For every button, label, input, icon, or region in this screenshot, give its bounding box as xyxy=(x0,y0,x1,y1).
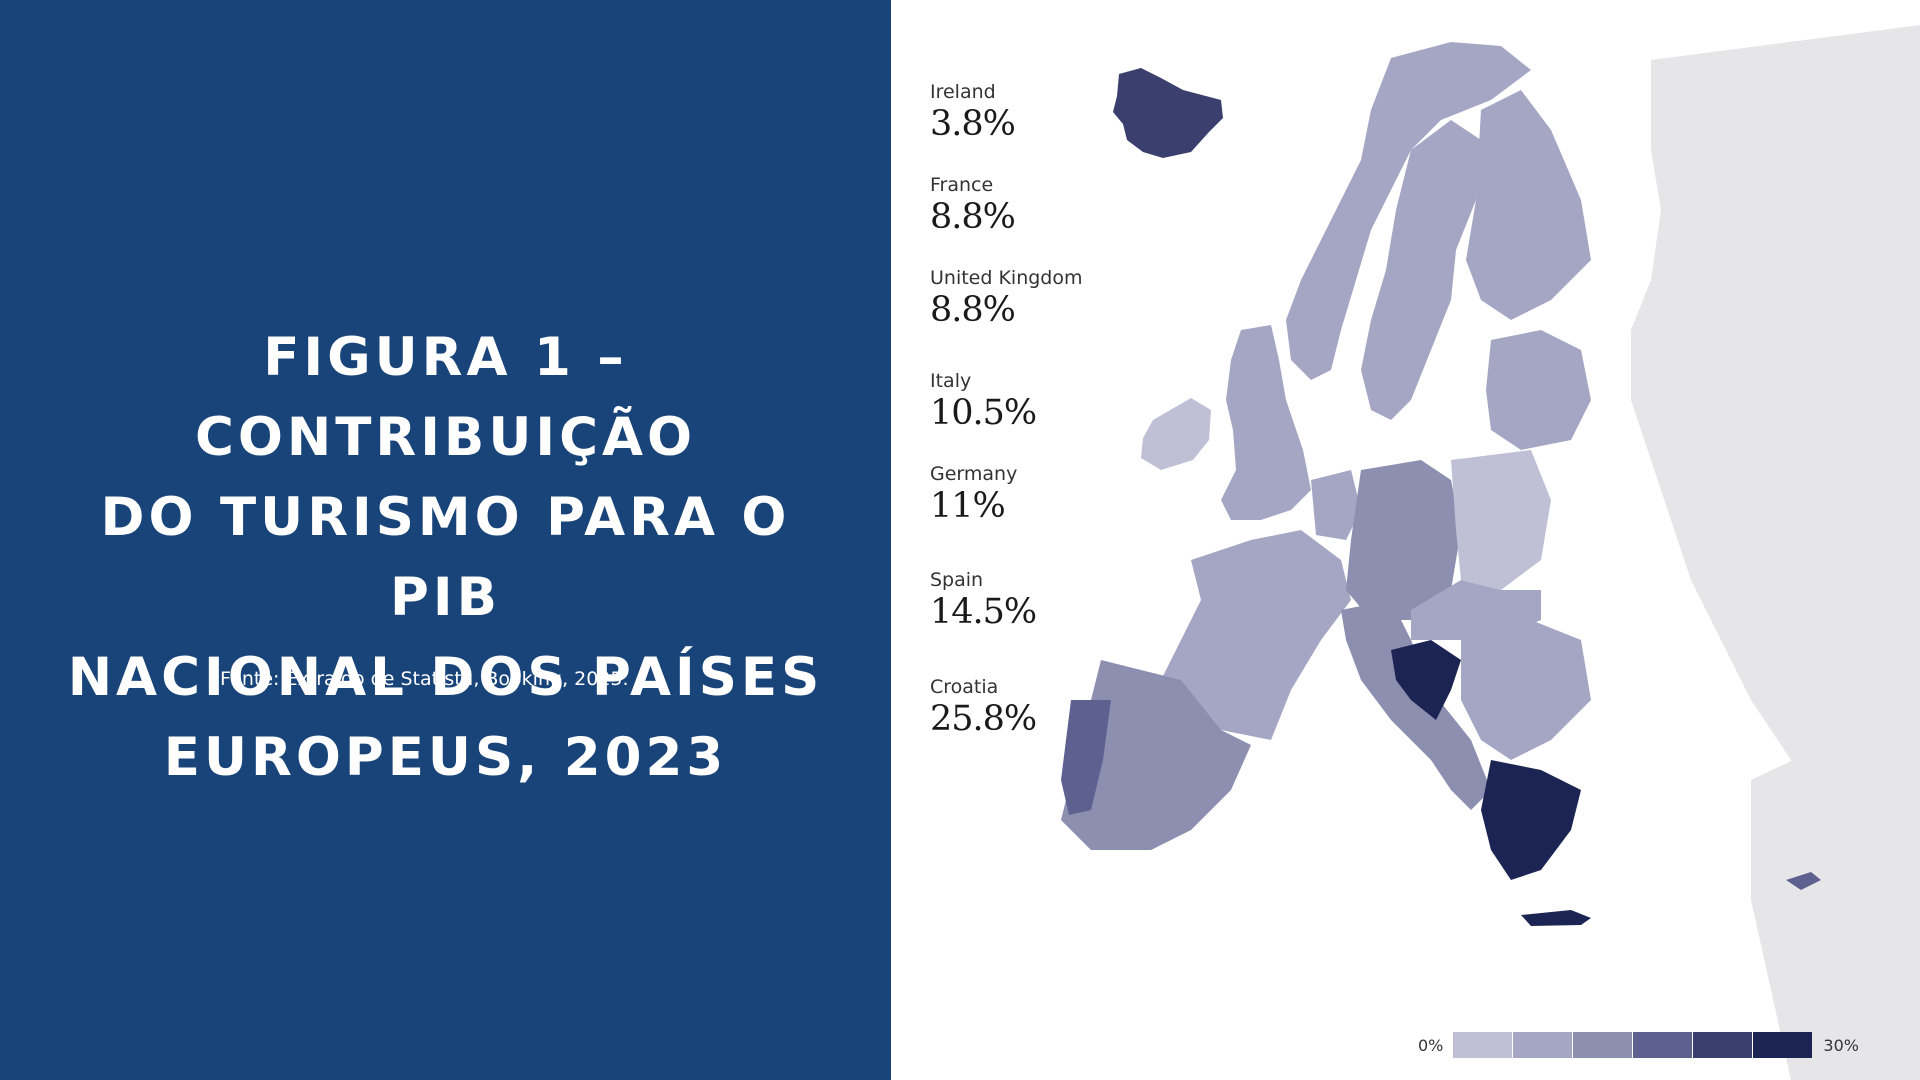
source-caption: Fonte: Extraído de Statista, Booking, 20… xyxy=(220,668,629,690)
legend-swatch-1 xyxy=(1453,1032,1513,1058)
map-region-croatia xyxy=(1391,640,1461,720)
title-line-1: FIGURA 1 – CONTRIBUIÇÃO xyxy=(194,327,697,468)
legend-swatch-4 xyxy=(1633,1032,1693,1058)
title-line-2: DO TURISMO PARA O PIB xyxy=(100,487,791,628)
country-name: Croatia xyxy=(930,676,999,698)
map-region-norway xyxy=(1286,42,1531,380)
legend-max-label: 30% xyxy=(1823,1035,1859,1055)
europe-map-panel xyxy=(891,0,1920,1080)
map-region-greece xyxy=(1481,760,1581,880)
legend-swatches xyxy=(1453,1032,1813,1058)
country-name: France xyxy=(930,174,994,196)
color-scale-legend: 0% 30% xyxy=(1418,1031,1859,1059)
country-name: Germany xyxy=(930,463,1018,485)
europe-map xyxy=(1061,25,1920,1080)
title-line-3: NACIONAL DOS PAÍSES xyxy=(67,647,824,708)
legend-swatch-3 xyxy=(1573,1032,1633,1058)
legend-swatch-2 xyxy=(1513,1032,1573,1058)
label-croatia: Croatia 25.8% xyxy=(930,675,1190,739)
map-region-cyprus xyxy=(1786,872,1821,890)
legend-swatch-5 xyxy=(1693,1032,1753,1058)
legend-swatch-6 xyxy=(1753,1032,1813,1058)
label-united-kingdom: United Kingdom 8.8% xyxy=(930,266,1190,330)
label-germany: Germany 11% xyxy=(930,462,1190,526)
country-value: 8.8% xyxy=(930,290,1016,330)
country-name: Ireland xyxy=(930,81,996,103)
label-ireland: Ireland 3.8% xyxy=(930,80,1190,144)
map-region-baltics xyxy=(1486,330,1591,450)
map-region-benelux xyxy=(1311,470,1361,540)
label-france: France 8.8% xyxy=(930,173,1190,237)
country-value: 25.8% xyxy=(930,699,1037,739)
map-region-italy xyxy=(1341,600,1491,810)
map-region-sweden xyxy=(1361,120,1481,420)
country-value: 11% xyxy=(930,486,1006,526)
map-region-france xyxy=(1161,530,1351,740)
map-region-iceland xyxy=(1113,68,1223,158)
label-italy: Italy 10.5% xyxy=(930,369,1190,433)
country-value: 10.5% xyxy=(930,393,1037,433)
map-region-portugal xyxy=(1061,700,1111,815)
country-name: Italy xyxy=(930,370,972,392)
title-line-4: EUROPEUS, 2023 xyxy=(163,727,728,788)
country-name: United Kingdom xyxy=(930,267,1083,289)
map-region-crete xyxy=(1521,910,1591,926)
country-name: Spain xyxy=(930,569,984,591)
figure-title: FIGURA 1 – CONTRIBUIÇÃO DO TURISMO PARA … xyxy=(40,318,851,798)
map-region-poland xyxy=(1451,450,1551,590)
map-region-united-kingdom xyxy=(1221,325,1311,520)
country-value: 8.8% xyxy=(930,197,1016,237)
map-region-central-europe xyxy=(1411,580,1541,640)
map-region-germany xyxy=(1346,460,1461,620)
map-region-balkans xyxy=(1461,620,1591,760)
non-data-land-east xyxy=(1631,25,1920,880)
label-spain: Spain 14.5% xyxy=(930,568,1190,632)
legend-min-label: 0% xyxy=(1418,1035,1444,1055)
country-value: 14.5% xyxy=(930,592,1037,632)
title-panel: FIGURA 1 – CONTRIBUIÇÃO DO TURISMO PARA … xyxy=(0,0,891,1080)
country-value: 3.8% xyxy=(930,104,1016,144)
map-region-ireland xyxy=(1141,398,1211,470)
map-region-finland xyxy=(1466,90,1591,320)
non-data-land-south-east xyxy=(1751,700,1920,1080)
